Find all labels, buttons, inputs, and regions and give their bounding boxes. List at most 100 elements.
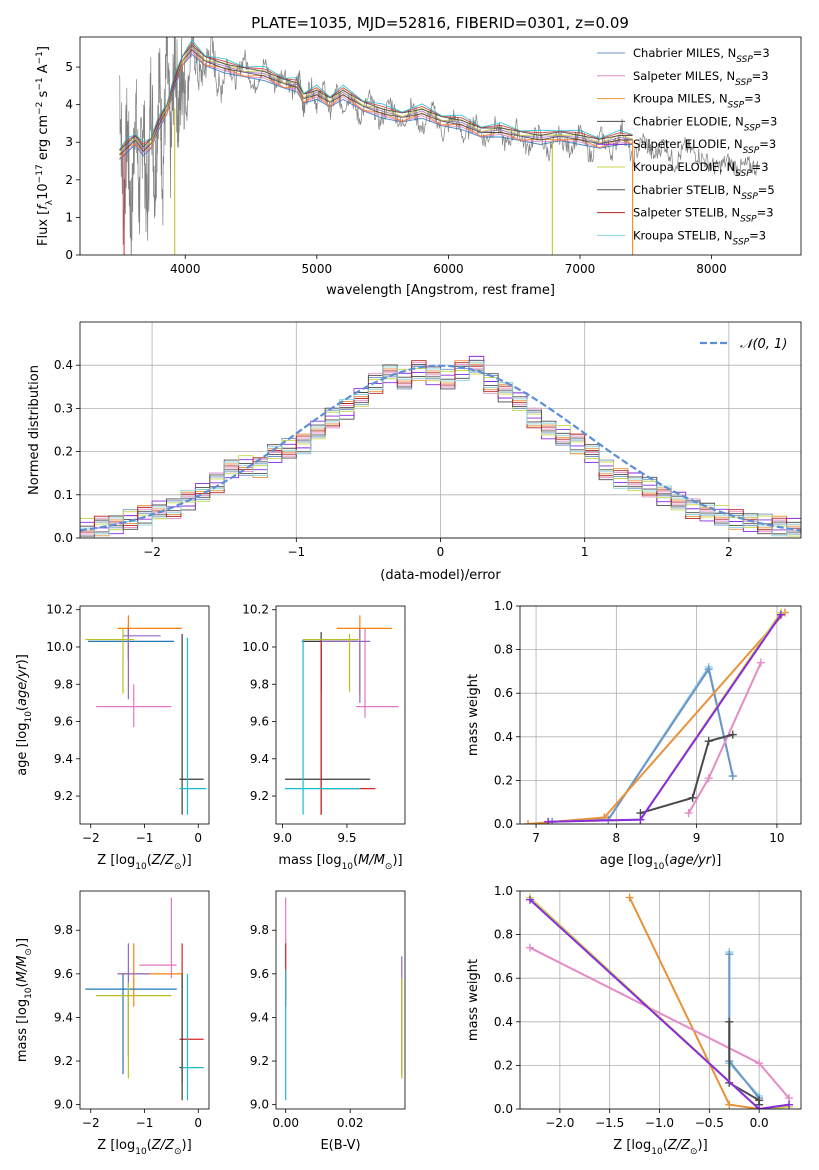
label-part: Z [ xyxy=(97,853,115,868)
label-part: ⊙ xyxy=(174,862,182,872)
label-part: f xyxy=(36,203,51,210)
data-point-marker xyxy=(756,658,765,667)
legend-label: 𝒩(0, 1) xyxy=(740,337,787,352)
y-tick-label: 9.6 xyxy=(54,967,73,981)
y-tick-label: 9.4 xyxy=(250,752,269,766)
data-point-marker xyxy=(525,943,534,952)
data-point-marker xyxy=(755,1059,764,1068)
label-part: Kroupa ELODIE, N xyxy=(633,160,735,174)
legend-label: Chabrier STELIB, NSSP=5 xyxy=(633,183,775,202)
label-part: age/yr xyxy=(15,663,30,706)
residual-plot-area xyxy=(80,355,801,538)
mass-weight-line xyxy=(552,666,734,823)
data-point-marker xyxy=(625,893,634,902)
data-point-marker xyxy=(684,809,693,818)
y-tick-label: 0.6 xyxy=(494,686,513,700)
y-tick-label: 0.2 xyxy=(494,1058,513,1072)
y-tick-label: 1 xyxy=(65,210,73,224)
x-axis-label: Z [log10(Z/Z⊙)] xyxy=(97,853,191,872)
mass_vs_EBV-plot-area xyxy=(285,897,403,1101)
y-tick-label: 10.2 xyxy=(242,603,269,617)
label-part: Chabrier ELODIE, N xyxy=(633,114,744,128)
label-part: Salpeter ELODIE, N xyxy=(633,137,743,151)
y-tick-label: 2 xyxy=(65,173,73,187)
x-tick-label: 0 xyxy=(437,545,445,559)
data-point-marker xyxy=(704,774,713,783)
x-tick-label: 10 xyxy=(769,831,784,845)
label-part: =3 xyxy=(757,206,774,220)
label-part: =3 xyxy=(753,46,770,60)
data-point-marker xyxy=(728,730,737,739)
label-part: A xyxy=(36,64,51,77)
y-tick-label: 9.4 xyxy=(54,1010,73,1024)
label-part: log xyxy=(15,999,30,1019)
label-part: M/M xyxy=(358,853,385,868)
x-tick-label: 7 xyxy=(532,831,540,845)
x-tick-label: 0 xyxy=(194,831,202,845)
x-tick-label: 8000 xyxy=(696,262,727,276)
label-part: 10 xyxy=(36,183,51,200)
x-tick-label: 6000 xyxy=(433,262,464,276)
model-spectrum-line xyxy=(119,48,633,160)
panel-spectrum: 4000 5000 6000 7000 8000 0 1 2 3 4 5 Chabrier MILES… xyxy=(35,36,802,298)
mass-weight-line xyxy=(548,614,782,823)
model-spectrum-line xyxy=(119,44,633,151)
y-tick-label: 0.2 xyxy=(54,445,73,459)
data-point-marker xyxy=(544,817,553,824)
axes-frame xyxy=(79,605,210,825)
x-tick-label: −1.5 xyxy=(595,1116,624,1130)
x-tick-label: 7000 xyxy=(565,262,596,276)
y-tick-label: 0.8 xyxy=(494,643,513,657)
y-tick-label: 9.8 xyxy=(54,923,73,937)
legend-label: Salpeter STELIB, NSSP=3 xyxy=(633,206,774,225)
mass-weight-line xyxy=(628,897,760,1109)
label-part: Z/Z xyxy=(667,1138,691,1153)
label-part: log xyxy=(633,853,653,868)
y-tick-label: 9.0 xyxy=(250,1098,269,1112)
x-tick-label: −1 xyxy=(136,831,154,845)
label-part: ⊙ xyxy=(24,948,34,956)
y-tick-label: 10.0 xyxy=(242,640,269,654)
mass-weight-line xyxy=(640,733,734,815)
label-part: mass [ xyxy=(15,1019,30,1062)
y-tick-label: 4 xyxy=(65,98,73,112)
panel-mass_weight_vs_Z: −2.0 −1.5 −1.0 −0.5 0.0 0.0 0.2 0.4 0.6 0.8 1.0 Z [… xyxy=(466,884,802,1157)
legend-label: Chabrier ELODIE, NSSP=3 xyxy=(633,114,777,133)
x-tick-label: −2 xyxy=(143,545,161,559)
label-part: −1 xyxy=(35,77,45,90)
y-tick-label: 9.2 xyxy=(54,789,73,803)
x-tick-label: −1.0 xyxy=(645,1116,674,1130)
label-part: erg cm xyxy=(36,115,51,164)
legend-label: Chabrier MILES, NSSP=3 xyxy=(633,46,770,65)
mass-weight-line xyxy=(548,611,782,823)
label-part: Chabrier MILES, N xyxy=(633,46,736,60)
label-part: ] xyxy=(36,46,51,51)
axes-frame xyxy=(79,321,802,539)
y-tick-label: 0.0 xyxy=(494,1102,513,1116)
y-tick-label: 9.6 xyxy=(54,715,73,729)
mass-weight-line xyxy=(529,898,790,1109)
mass-weight-line xyxy=(728,952,760,1097)
mass_weight_vs_Z-plot-area xyxy=(525,893,794,1109)
data-point-marker xyxy=(755,1105,764,1109)
axes-frame xyxy=(275,890,406,1110)
y-tick-label: 9.2 xyxy=(54,1054,73,1068)
x-tick-label: 9.5 xyxy=(337,831,356,845)
data-point-marker xyxy=(688,793,697,802)
label-part: Z/Z xyxy=(151,1138,175,1153)
x-tick-label: 2 xyxy=(725,545,733,559)
label-part: =3 xyxy=(760,114,777,128)
y-axis-label: mass weight xyxy=(466,674,481,756)
model-spectrum-line xyxy=(119,49,633,156)
label-part: age [ xyxy=(15,742,30,775)
x-tick-label: 9 xyxy=(693,831,701,845)
x-tick-label: −1 xyxy=(136,1116,154,1130)
label-part: log xyxy=(322,853,342,868)
legend-label: Salpeter ELODIE, NSSP=3 xyxy=(633,137,776,156)
y-tick-label: 0.0 xyxy=(54,531,73,545)
label-part: =3 xyxy=(752,160,769,174)
label-part: Flux [ xyxy=(36,210,51,246)
mass-weight-line xyxy=(552,664,734,823)
label-part: SSP xyxy=(733,237,750,247)
